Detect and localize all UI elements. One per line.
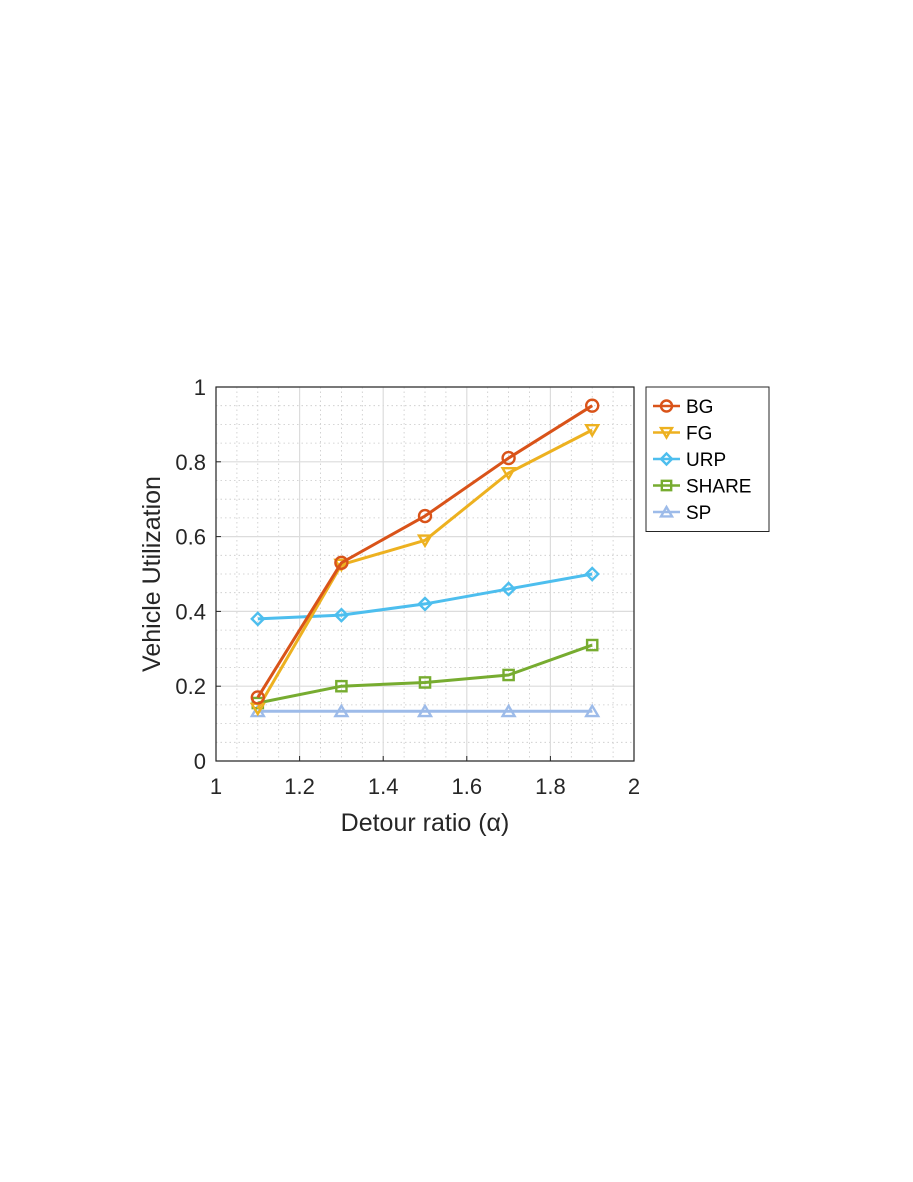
- marker-triangle-up: [500, 703, 517, 718]
- marker-diamond: [333, 607, 350, 623]
- y-tick-label: 1: [194, 375, 206, 400]
- series-line: [256, 404, 593, 699]
- x-axis-title: Detour ratio (α): [341, 809, 510, 837]
- legend-item-share: SHARE: [653, 477, 751, 498]
- series-line: [257, 572, 593, 621]
- series-bg: [250, 398, 600, 705]
- marker-triangle-up: [584, 703, 601, 718]
- marker-diamond: [584, 566, 600, 582]
- marker-square: [502, 668, 515, 682]
- marker-triangle-down: [500, 467, 517, 481]
- marker-diamond: [500, 581, 517, 597]
- legend-item-fg: FG: [653, 424, 712, 445]
- marker-square: [585, 638, 599, 652]
- marker-triangle-down: [584, 424, 601, 438]
- series-group: [249, 398, 601, 718]
- legend-item-bg: BG: [653, 397, 713, 418]
- marker-diamond: [659, 451, 674, 467]
- legend-label: FG: [686, 424, 712, 445]
- marker-circle: [417, 508, 433, 524]
- plot-area-frame: [215, 386, 635, 762]
- legend-item-urp: URP: [653, 450, 726, 471]
- marker-circle: [501, 450, 516, 466]
- x-tick-label: 2: [628, 774, 640, 799]
- legend-label: URP: [686, 450, 726, 471]
- legend: BG FG URP SHARE SP: [645, 386, 770, 532]
- marker-circle: [585, 398, 600, 413]
- y-axis-title: Vehicle Utilization: [138, 476, 166, 672]
- x-tick-label: 1.8: [535, 774, 566, 799]
- marker-square: [660, 479, 673, 492]
- marker-circle: [659, 399, 674, 413]
- y-tick-label: 0: [194, 749, 206, 774]
- y-tick-label: 0.2: [175, 674, 206, 699]
- marker-triangle-up: [333, 703, 350, 718]
- legend-label: SHARE: [686, 477, 751, 498]
- marker-triangle-down: [416, 534, 434, 549]
- series-sp: [249, 703, 601, 718]
- y-tick-label: 0.4: [175, 599, 206, 624]
- x-tick-label: 1: [210, 774, 222, 799]
- marker-circle: [250, 690, 265, 705]
- marker-diamond: [417, 596, 433, 612]
- series-line: [256, 428, 593, 710]
- x-axis: 1 1.2 1.4 1.6 1.8 2: [210, 756, 640, 799]
- y-tick-label: 0.6: [175, 525, 206, 550]
- series-urp: [250, 566, 600, 627]
- series-fg: [249, 424, 601, 717]
- x-tick-label: 1.2: [284, 774, 315, 799]
- x-tick-label: 1.4: [368, 774, 399, 799]
- series-line: [257, 643, 593, 705]
- y-tick-label: 0.8: [175, 450, 206, 475]
- legend-label: BG: [686, 397, 713, 418]
- marker-square: [335, 679, 348, 693]
- marker-triangle-down: [658, 426, 675, 440]
- y-axis: 0 0.2 0.4 0.6 0.8 1: [175, 375, 221, 774]
- marker-square: [418, 676, 432, 689]
- x-tick-label: 1.6: [452, 774, 483, 799]
- legend-label: SP: [686, 503, 711, 524]
- marker-circle: [334, 555, 349, 570]
- marker-triangle-up: [658, 504, 675, 518]
- marker-diamond: [250, 611, 266, 627]
- legend-item-sp: SP: [653, 503, 711, 524]
- marker-triangle-up: [416, 703, 434, 718]
